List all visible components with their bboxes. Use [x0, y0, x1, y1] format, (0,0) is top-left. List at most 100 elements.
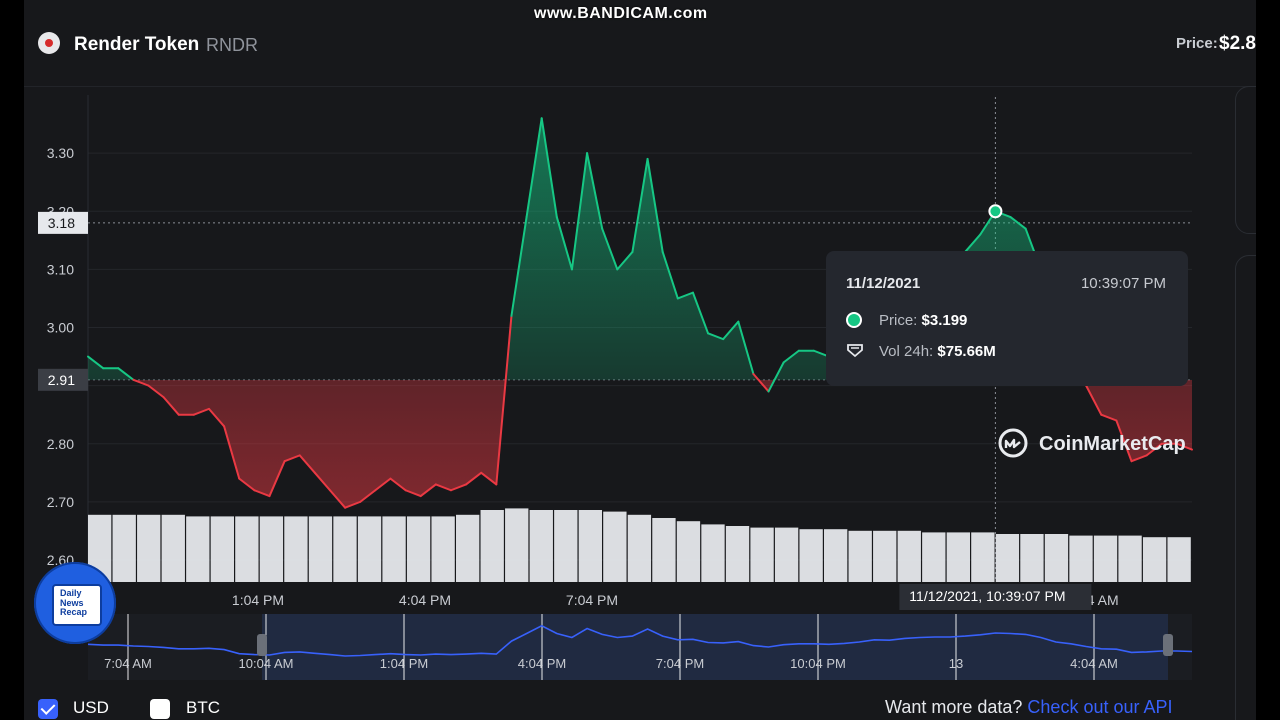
navigator-tick-label: 10:04 AM	[239, 656, 294, 671]
volume-bar	[480, 510, 504, 582]
price-dot-icon	[846, 312, 862, 328]
volume-bar	[1118, 535, 1142, 582]
price-line-segment	[328, 489, 347, 509]
volume-bar	[1093, 535, 1118, 582]
volume-bar	[627, 514, 652, 582]
price-line-segment	[132, 378, 150, 387]
volume-bar	[259, 516, 284, 582]
api-link[interactable]: Check out our API	[1027, 697, 1173, 717]
navigator-handle	[1163, 634, 1173, 656]
price-line-segment	[616, 250, 634, 271]
volume-bar	[578, 510, 602, 582]
token-name: Render Token	[74, 34, 200, 55]
price-line-segment	[510, 216, 528, 317]
price-line-segment	[87, 355, 105, 370]
token-symbol: RNDR	[206, 35, 258, 55]
x-tick-label: 1:04 PM	[232, 592, 284, 608]
volume-bar	[406, 516, 431, 582]
price-area-down	[133, 380, 1192, 508]
volume-bar	[186, 516, 210, 582]
more-data-prompt: Want more data?	[885, 697, 1023, 717]
volume-bar	[1044, 534, 1069, 582]
price-line-segment	[1009, 216, 1027, 230]
crosshair-time-label: 11/12/2021, 10:39:07 PM	[909, 588, 1065, 604]
navigator-handle	[257, 634, 267, 656]
price-line-segment	[782, 349, 800, 364]
volume-bar	[1069, 535, 1093, 582]
y-tick-label: 3.10	[47, 261, 74, 277]
price-label: Price:	[1176, 35, 1218, 52]
volume-bar	[873, 530, 897, 582]
y-tick-label: 2.70	[47, 494, 74, 510]
price-line-segment	[631, 157, 649, 253]
volume-bar	[750, 527, 774, 582]
volume-bar	[357, 516, 382, 582]
volume-bar	[922, 532, 946, 582]
tooltip-volume-label: Vol 24h:	[879, 343, 934, 360]
volume-bar	[529, 510, 553, 582]
navigator-tick-label: 1:04 PM	[380, 656, 428, 671]
price-line-segment	[344, 500, 362, 509]
price-line-segment	[207, 407, 226, 428]
tooltip-price-row: Price: $3.199	[879, 312, 967, 329]
navigator-tick-label: 10:04 PM	[790, 656, 846, 671]
price-line-segment	[601, 227, 619, 271]
more-data-text: Want more data? Check out our API	[885, 697, 1173, 718]
price-line-segment	[449, 483, 468, 492]
price-line-segment	[419, 483, 437, 498]
volume-bar	[1020, 534, 1044, 582]
price-line-segment	[313, 471, 331, 492]
tooltip-volume-row: Vol 24h: $75.66M	[879, 343, 996, 360]
tooltip-time: 10:39:07 PM	[1080, 275, 1166, 292]
volume-bar	[799, 529, 823, 582]
volume-bar	[676, 521, 701, 582]
btc-checkbox[interactable]	[150, 699, 170, 719]
crosshair-time-badge	[899, 584, 1092, 610]
price-line-segment	[555, 216, 573, 271]
volume-bar	[995, 534, 1020, 582]
price-line-segment	[465, 471, 483, 486]
volume-bar	[971, 532, 995, 582]
usd-checkbox[interactable]	[38, 699, 58, 719]
coinmarketcap-logo-icon	[998, 428, 1028, 458]
x-tick-label: 7:04 PM	[566, 592, 618, 608]
volume-bar	[774, 527, 799, 582]
reference-price-badge	[38, 368, 88, 391]
usd-label: USD	[73, 698, 109, 717]
price-line-segment	[480, 471, 498, 486]
price-line-segment	[1085, 384, 1103, 416]
price-line-segment	[374, 477, 392, 492]
volume-bar	[505, 508, 529, 582]
volume-bar	[824, 529, 848, 582]
volume-bar	[161, 514, 185, 582]
volume-bar	[308, 516, 333, 582]
price-line-segment	[540, 117, 558, 219]
navigator-line	[87, 624, 1193, 657]
navigator-tick-label: 4:04 AM	[1070, 656, 1118, 671]
hover-point	[988, 204, 1003, 219]
volume-bar	[603, 511, 627, 582]
volume-bar	[652, 518, 676, 582]
volume-bar	[946, 532, 970, 582]
price-line-segment	[389, 477, 407, 492]
volume-bar	[897, 530, 921, 582]
navigator-tick-label: 7:04 AM	[104, 656, 152, 671]
navigator-tick-label: 13	[949, 656, 963, 671]
price-line-segment	[1175, 442, 1193, 451]
price-line-segment	[298, 454, 316, 474]
y-tick-label: 3.00	[47, 320, 74, 336]
price-line-segment	[525, 117, 543, 219]
price-value: $2.8	[1219, 33, 1256, 54]
price-line-segment	[737, 320, 755, 375]
volume-bar	[210, 516, 234, 582]
y-tick-label: 2.80	[47, 436, 74, 452]
render-token-logo-icon	[38, 32, 60, 54]
price-line	[87, 117, 1193, 509]
y-tick-label: 3.30	[47, 145, 74, 161]
price-line-segment	[238, 477, 256, 492]
range-navigator[interactable]: 7:04 AM 10:04 AM 1:04 PM 4:04 PM 7:04 PM 10:0…	[87, 614, 1193, 680]
volume-bar	[431, 516, 455, 582]
price-line-segment	[691, 291, 710, 335]
volume-bar	[725, 526, 750, 582]
volume-bar	[88, 514, 112, 582]
